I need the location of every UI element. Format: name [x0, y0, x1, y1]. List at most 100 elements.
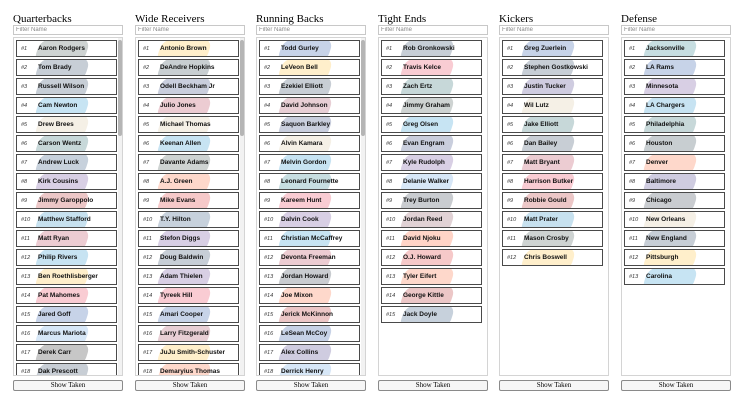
list-item[interactable]: #11 Matt Ryan — [16, 230, 117, 247]
list-item[interactable]: #13 Ben Roethlisberger — [16, 268, 117, 285]
show-taken-button[interactable]: Show Taken — [621, 380, 731, 391]
filter-name-input[interactable] — [256, 25, 366, 35]
list-item[interactable]: #14 Joe Mixon — [259, 287, 360, 304]
list-item[interactable]: #5 Drew Brees — [16, 116, 117, 133]
show-taken-button[interactable]: Show Taken — [378, 380, 488, 391]
list-item[interactable]: #8 Harrison Butker — [502, 173, 603, 190]
list-item[interactable]: #3 Minnesota — [624, 78, 725, 95]
list-item[interactable]: #18 Derrick Henry — [259, 363, 360, 375]
list-item[interactable]: #16 Larry Fitzgerald — [138, 325, 239, 342]
list-item[interactable]: #7 Denver — [624, 154, 725, 171]
list-item[interactable]: #6 Carson Wentz — [16, 135, 117, 152]
list-item[interactable]: #1 Aaron Rodgers — [16, 40, 117, 57]
list-item[interactable]: #3 Ezekiel Elliott — [259, 78, 360, 95]
list-item[interactable]: #10 Dalvin Cook — [259, 211, 360, 228]
scrollbar-thumb[interactable] — [118, 40, 122, 136]
list-item[interactable]: #8 Delanie Walker — [381, 173, 482, 190]
filter-name-input[interactable] — [499, 25, 609, 35]
list-item[interactable]: #2 LA Rams — [624, 59, 725, 76]
list-item[interactable]: #12 Chris Boswell — [502, 249, 603, 266]
list-item[interactable]: #7 Andrew Luck — [16, 154, 117, 171]
list-item[interactable]: #3 Zach Ertz — [381, 78, 482, 95]
list-item[interactable]: #14 George Kittle — [381, 287, 482, 304]
list-item[interactable]: #12 Devonta Freeman — [259, 249, 360, 266]
filter-name-input[interactable] — [13, 25, 123, 35]
list-item[interactable]: #10 T.Y. Hilton — [138, 211, 239, 228]
list-item[interactable]: #5 Philadelphia — [624, 116, 725, 133]
list-item[interactable]: #2 Stephen Gostkowski — [502, 59, 603, 76]
list-item[interactable]: #16 LeSean McCoy — [259, 325, 360, 342]
list-item[interactable]: #10 Matthew Stafford — [16, 211, 117, 228]
list-item[interactable]: #13 Carolina — [624, 268, 725, 285]
list-item[interactable]: #14 Tyreek Hill — [138, 287, 239, 304]
list-item[interactable]: #11 Mason Crosby — [502, 230, 603, 247]
list-item[interactable]: #1 Todd Gurley — [259, 40, 360, 57]
list-item[interactable]: #2 DeAndre Hopkins — [138, 59, 239, 76]
filter-name-input[interactable] — [135, 25, 245, 35]
list-item[interactable]: #4 David Johnson — [259, 97, 360, 114]
list-item[interactable]: #17 Alex Collins — [259, 344, 360, 361]
list-item[interactable]: #9 Kareem Hunt — [259, 192, 360, 209]
show-taken-button[interactable]: Show Taken — [13, 380, 123, 391]
list-item[interactable]: #13 Tyler Eifert — [381, 268, 482, 285]
list-item[interactable]: #5 Greg Olsen — [381, 116, 482, 133]
list-item[interactable]: #8 Kirk Cousins — [16, 173, 117, 190]
list-item[interactable]: #9 Mike Evans — [138, 192, 239, 209]
list-item[interactable]: #5 Jake Elliott — [502, 116, 603, 133]
list-item[interactable]: #3 Russell Wilson — [16, 78, 117, 95]
list-item[interactable]: #15 Jack Doyle — [381, 306, 482, 323]
list-item[interactable]: #15 Jared Goff — [16, 306, 117, 323]
list-item[interactable]: #4 Cam Newton — [16, 97, 117, 114]
list-item[interactable]: #12 Pittsburgh — [624, 249, 725, 266]
list-item[interactable]: #4 LA Chargers — [624, 97, 725, 114]
list-item[interactable]: #13 Adam Thielen — [138, 268, 239, 285]
list-item[interactable]: #7 Kyle Rudolph — [381, 154, 482, 171]
list-item[interactable]: #1 Greg Zuerlein — [502, 40, 603, 57]
list-item[interactable]: #10 New Orleans — [624, 211, 725, 228]
list-item[interactable]: #17 JuJu Smith-Schuster — [138, 344, 239, 361]
list-item[interactable]: #11 Stefon Diggs — [138, 230, 239, 247]
list-item[interactable]: #6 Keenan Allen — [138, 135, 239, 152]
scrollbar[interactable] — [361, 38, 365, 375]
list-item[interactable]: #7 Matt Bryant — [502, 154, 603, 171]
list-item[interactable]: #8 Leonard Fournette — [259, 173, 360, 190]
list-item[interactable]: #12 Doug Baldwin — [138, 249, 239, 266]
list-item[interactable]: #6 Alvin Kamara — [259, 135, 360, 152]
scrollbar-thumb[interactable] — [361, 40, 365, 136]
list-item[interactable]: #11 New England — [624, 230, 725, 247]
list-item[interactable]: #17 Derek Carr — [16, 344, 117, 361]
list-item[interactable]: #13 Jordan Howard — [259, 268, 360, 285]
list-item[interactable]: #6 Dan Bailey — [502, 135, 603, 152]
list-item[interactable]: #1 Rob Gronkowski — [381, 40, 482, 57]
list-item[interactable]: #18 Demaryius Thomas — [138, 363, 239, 375]
list-item[interactable]: #11 Christian McCaffrey — [259, 230, 360, 247]
scrollbar[interactable] — [240, 38, 244, 375]
list-item[interactable]: #4 Jimmy Graham — [381, 97, 482, 114]
list-item[interactable]: #11 David Njoku — [381, 230, 482, 247]
list-item[interactable]: #6 Evan Engram — [381, 135, 482, 152]
show-taken-button[interactable]: Show Taken — [256, 380, 366, 391]
list-item[interactable]: #9 Jimmy Garoppolo — [16, 192, 117, 209]
list-item[interactable]: #7 Davante Adams — [138, 154, 239, 171]
list-item[interactable]: #9 Trey Burton — [381, 192, 482, 209]
list-item[interactable]: #2 Tom Brady — [16, 59, 117, 76]
scrollbar[interactable] — [118, 38, 122, 375]
filter-name-input[interactable] — [621, 25, 731, 35]
list-item[interactable]: #12 O.J. Howard — [381, 249, 482, 266]
scrollbar-thumb[interactable] — [240, 40, 244, 136]
list-item[interactable]: #15 Amari Cooper — [138, 306, 239, 323]
list-item[interactable]: #8 Baltimore — [624, 173, 725, 190]
list-item[interactable]: #4 Wil Lutz — [502, 97, 603, 114]
list-item[interactable]: #15 Jerick McKinnon — [259, 306, 360, 323]
list-item[interactable]: #18 Dak Prescott — [16, 363, 117, 375]
list-item[interactable]: #12 Philip Rivers — [16, 249, 117, 266]
show-taken-button[interactable]: Show Taken — [499, 380, 609, 391]
filter-name-input[interactable] — [378, 25, 488, 35]
list-item[interactable]: #8 A.J. Green — [138, 173, 239, 190]
list-item[interactable]: #10 Matt Prater — [502, 211, 603, 228]
show-taken-button[interactable]: Show Taken — [135, 380, 245, 391]
list-item[interactable]: #16 Marcus Mariota — [16, 325, 117, 342]
list-item[interactable]: #5 Michael Thomas — [138, 116, 239, 133]
list-item[interactable]: #5 Saquon Barkley — [259, 116, 360, 133]
list-item[interactable]: #1 Jacksonville — [624, 40, 725, 57]
